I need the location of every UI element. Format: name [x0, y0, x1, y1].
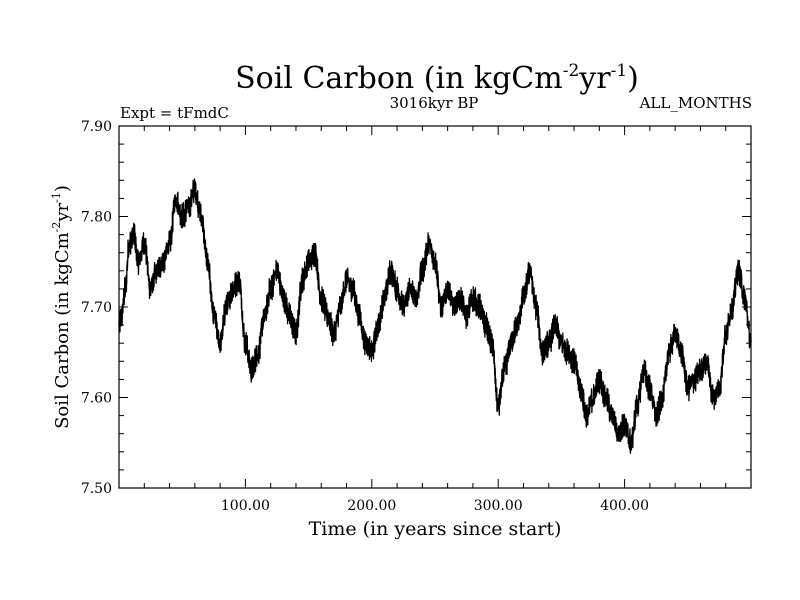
chart-title-main: Soil Carbon (in kgCm: [235, 61, 563, 96]
y-axis-label-main: Soil Carbon (in kgCm: [52, 232, 73, 429]
series-layer: [118, 178, 752, 454]
y-axis-label-mid: yr: [52, 202, 73, 222]
x-tick-label: 300.00: [474, 498, 523, 514]
y-tick-label: 7.70: [81, 300, 112, 316]
chart-title-end: ): [627, 61, 639, 96]
y-tick-label: 7.60: [81, 391, 112, 407]
chart-title-sup1: -2: [563, 61, 580, 81]
y-axis-label-end: ): [52, 185, 73, 192]
x-tick-label: 200.00: [347, 498, 396, 514]
chart-title-sup2: -1: [611, 61, 628, 81]
y-axis-label-sup1: -2: [50, 222, 63, 233]
subtitle-right: ALL_MONTHS: [639, 94, 752, 112]
series-line: [118, 178, 752, 454]
y-axis-label: Soil Carbon (in kgCm-2yr-1): [50, 185, 73, 429]
x-axis-label: Time (in years since start): [309, 518, 562, 540]
chart-title-mid: yr: [578, 61, 611, 96]
y-tick-label: 7.50: [81, 481, 112, 497]
subtitle-center: 3016kyr BP: [390, 94, 479, 112]
subtitle-left: Expt = tFmdC: [120, 104, 229, 122]
x-axis-ticks: 100.00 200.00 300.00 400.00: [143, 126, 727, 514]
y-axis-ticks: 7.50 7.60 7.70 7.80 7.90: [81, 119, 751, 497]
y-tick-label: 7.90: [81, 119, 112, 135]
x-tick-label: 100.00: [221, 498, 270, 514]
chart-title: Soil Carbon (in kgCm-2yr-1): [235, 61, 639, 96]
y-axis-label-sup2: -1: [50, 192, 63, 203]
y-tick-label: 7.80: [81, 210, 112, 226]
x-tick-label: 400.00: [600, 498, 649, 514]
